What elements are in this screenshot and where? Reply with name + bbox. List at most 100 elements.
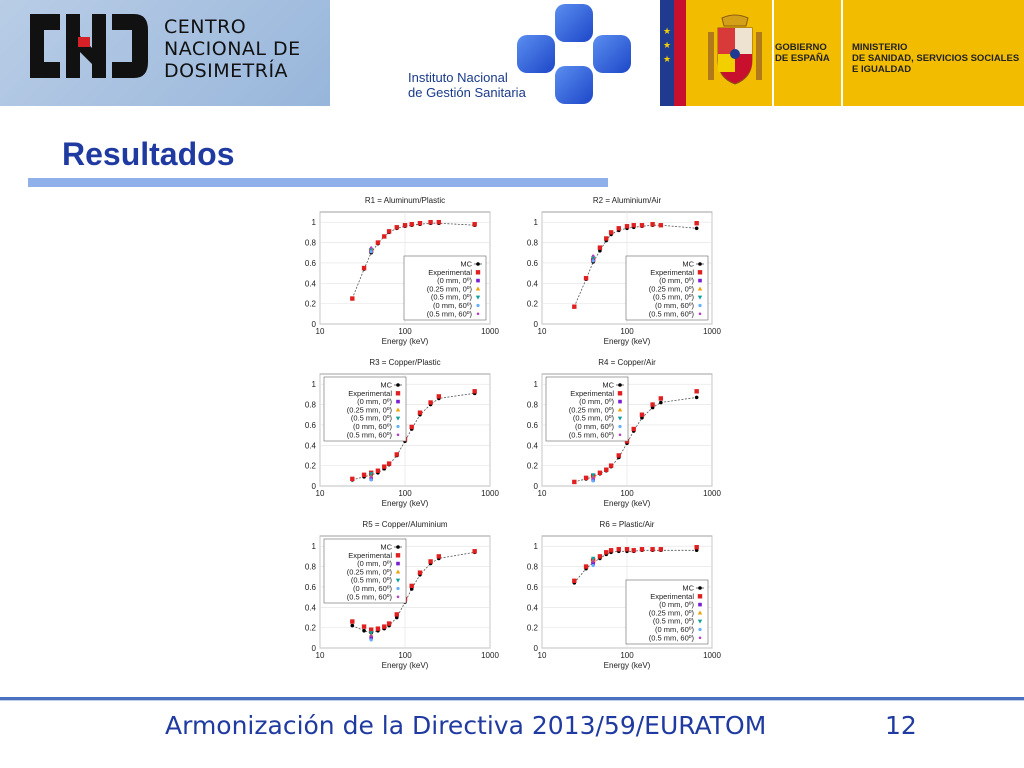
legend-label: Experimental [348,389,392,398]
data-point-4 [368,472,374,477]
y-tick-label: 0.6 [527,259,539,268]
data-point-1 [436,219,442,225]
y-tick-label: 0.8 [527,401,539,410]
y-tick-label: 0.8 [305,239,317,248]
government-separator-1 [772,0,774,106]
legend-label: (0 mm, 0º) [357,559,392,568]
x-tick-label: 100 [620,489,634,498]
y-tick-label: 0.4 [305,603,317,612]
data-point-1 [409,424,414,430]
eu-flag-stripe: ★ ★ ★ [660,0,686,106]
svg-text:★: ★ [663,55,671,65]
legend-marker [475,286,481,291]
title-underline [28,178,608,187]
data-point-4 [590,473,596,478]
x-axis-label: Energy (keV) [604,337,651,346]
legend-label: (0.25 mm, 0º) [649,608,695,617]
data-point-1 [409,222,414,227]
chart-r6: R6 = Plastic/Air 0 0.2 0.4 0.6 0.8 1 10 100 1000 E… [512,514,727,674]
data-point-4 [368,631,374,636]
legend-box [403,255,487,321]
x-axis-label: Energy (keV) [604,499,651,508]
legend-label: MC [682,260,694,269]
legend-label: (0.5 mm, 0º) [431,293,473,302]
legend-marker [396,595,400,599]
legend-marker [476,278,480,283]
y-tick-label: 0.4 [305,279,317,288]
legend-label: (0.25 mm, 0º) [347,567,393,576]
legend-label: (0 mm, 0º) [659,600,694,609]
data-point-5 [591,563,595,568]
data-point-1 [361,472,367,477]
slide-title: Resultados [62,136,235,172]
data-point-1 [624,547,630,552]
x-tick-label: 100 [620,327,634,336]
legend-label: (0.5 mm, 60º) [427,309,473,318]
x-axis-label: Energy (keV) [604,661,651,670]
data-point-1 [639,412,645,417]
data-point-0 [362,628,366,633]
x-tick-label: 10 [538,327,547,336]
data-point-1 [375,626,381,631]
legend-label: (0 mm, 60º) [433,301,472,310]
legend-label: (0 mm, 0º) [437,276,472,285]
y-tick-label: 0.6 [305,583,317,592]
y-tick-label: 0.2 [527,624,539,633]
data-point-1 [604,467,609,472]
cnd-logo [30,14,148,78]
legend-marker [697,295,703,300]
y-tick-label: 1 [312,218,317,227]
y-tick-label: 0.8 [527,563,539,572]
data-point-1 [572,578,577,583]
legend-label: (0.5 mm, 0º) [351,576,393,585]
legend-marker [618,433,622,437]
y-tick-label: 1 [534,218,539,227]
y-tick-label: 0 [312,482,317,491]
legend-label: (0.5 mm, 60º) [347,430,393,439]
x-tick-label: 10 [538,489,547,498]
legend-marker [698,586,702,590]
legend-label: Experimental [428,268,472,277]
legend-box [625,579,709,645]
footer-divider [0,697,1024,700]
data-point-1 [608,230,614,235]
data-point-2 [369,636,373,640]
legend-marker [698,262,702,266]
y-tick-label: 0 [534,644,539,653]
data-point-1 [350,476,355,482]
chart-r4: R4 = Copper/Air 0 0.2 0.4 0.6 0.8 1 10 100 1000 En… [512,352,727,512]
data-point-1 [386,621,392,626]
slide-header: CENTRO NACIONAL DE DOSIMETRÍA Instituto … [0,0,1024,106]
data-point-1 [436,394,442,399]
legend-label: (0.5 mm, 0º) [573,414,615,423]
svg-text:★: ★ [663,41,671,51]
data-point-1 [572,304,577,309]
y-tick-label: 0.4 [527,279,539,288]
chart-title: R3 = Copper/Plastic [369,358,440,367]
data-point-1 [631,426,636,432]
x-tick-label: 10 [316,327,325,336]
x-tick-label: 1000 [481,651,499,660]
data-point-1 [375,468,381,473]
legend-label: MC [460,260,472,269]
data-point-5 [591,479,595,483]
data-point-4 [368,248,374,253]
legend-marker [396,561,400,566]
legend-marker [698,312,702,316]
data-point-1 [428,219,433,225]
chart-title: R4 = Copper/Air [598,358,656,367]
data-point-1 [386,229,392,234]
y-tick-label: 0.2 [527,462,539,471]
footer-divider-light [0,700,1024,701]
y-tick-label: 0 [534,320,539,329]
data-point-6 [369,634,373,638]
cnd-line-1: CENTRO [164,16,247,38]
x-axis-label: Energy (keV) [382,661,429,670]
data-point-1 [583,564,589,569]
data-point-2 [591,561,595,566]
data-point-1 [350,619,355,624]
footer-title: Armonización de la Directiva 2013/59/EUR… [165,711,767,740]
legend-marker [698,278,702,283]
chart-r1-svg: R1 = Aluminum/Plastic 0 0.2 0.4 0.6 0.8 1 10 100… [290,190,505,350]
x-tick-label: 1000 [481,327,499,336]
